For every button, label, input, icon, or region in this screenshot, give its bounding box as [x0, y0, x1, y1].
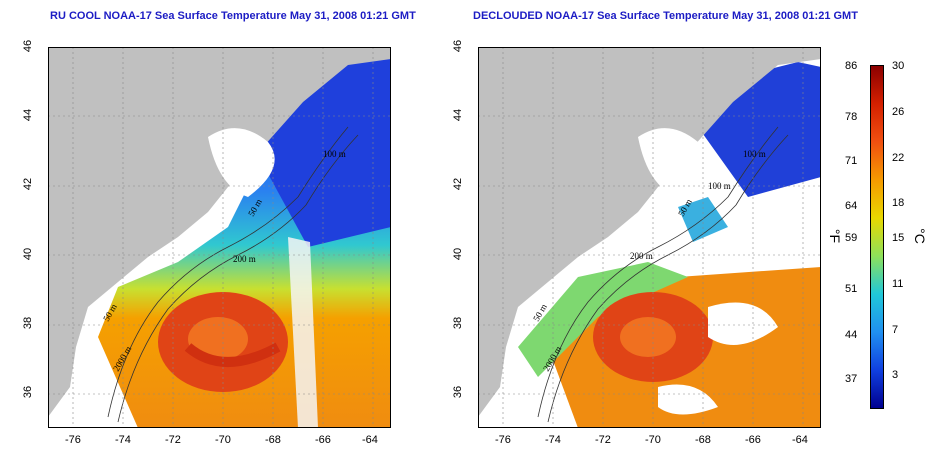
- colorbar-f-label: 78: [845, 111, 858, 123]
- colorbar-c-label: 15: [892, 232, 905, 244]
- colorbar-f-label: 71: [845, 155, 858, 167]
- colorbar-f-label: 44: [845, 329, 858, 341]
- colorbar-f-label: 51: [845, 283, 858, 295]
- right-x-tick: -70: [645, 434, 661, 446]
- right-y-tick: 44: [452, 108, 465, 122]
- colorbar-f-label: 37: [845, 373, 858, 385]
- left-y-tick: 40: [22, 247, 35, 261]
- right-sst-map[interactable]: 200 m 100 m 100 m 50 m 50 m 2000 m: [478, 47, 821, 428]
- left-contour-100: 100 m: [323, 149, 346, 159]
- colorbar-c-label: 7: [892, 324, 899, 336]
- right-y-tick: 36: [452, 385, 465, 399]
- right-land: [478, 47, 821, 417]
- left-x-tick: -68: [265, 434, 281, 446]
- right-x-tick: -76: [495, 434, 511, 446]
- right-y-tick: 40: [452, 247, 465, 261]
- colorbar-c-label: 22: [892, 152, 905, 164]
- fahrenheit-unit-label: °F: [827, 228, 844, 244]
- right-x-tick: -64: [792, 434, 808, 446]
- colorbar-f-label: 86: [845, 60, 858, 72]
- left-panel-title: RU COOL NOAA-17 Sea Surface Temperature …: [50, 10, 416, 22]
- right-contour-100a: 100 m: [743, 149, 766, 159]
- colorbar-c-label: 18: [892, 197, 905, 209]
- left-x-tick: -76: [65, 434, 81, 446]
- left-y-tick: 38: [22, 316, 35, 330]
- left-x-tick: -64: [362, 434, 378, 446]
- celsius-unit-label: °C: [911, 228, 928, 244]
- colorbar-c-label: 30: [892, 60, 905, 72]
- colorbar-f-label: 64: [845, 200, 858, 212]
- colorbar-c-label: 11: [892, 278, 904, 290]
- left-land: [48, 47, 391, 417]
- left-map-canvas: 200 m 100 m 50 m 50 m 2000 m: [48, 47, 391, 428]
- right-x-tick: -72: [595, 434, 611, 446]
- left-x-tick: -74: [115, 434, 131, 446]
- right-y-tick: 46: [452, 39, 465, 53]
- left-y-tick: 42: [22, 177, 35, 191]
- left-contour-200: 200 m: [233, 254, 256, 264]
- right-map-canvas: 200 m 100 m 100 m 50 m 50 m 2000 m: [478, 47, 821, 428]
- right-contour-200: 200 m: [630, 251, 653, 261]
- right-panel-title: DECLOUDED NOAA-17 Sea Surface Temperatur…: [473, 10, 858, 22]
- colorbar-c-label: 26: [892, 106, 905, 118]
- left-y-tick: 36: [22, 385, 35, 399]
- right-x-tick: -74: [545, 434, 561, 446]
- right-y-tick: 38: [452, 316, 465, 330]
- colorbar-f-label: 59: [845, 232, 858, 244]
- left-x-tick: -72: [165, 434, 181, 446]
- left-sst-map[interactable]: 200 m 100 m 50 m 50 m 2000 m: [48, 47, 391, 428]
- left-x-tick: -70: [215, 434, 231, 446]
- left-y-tick: 44: [22, 108, 35, 122]
- left-x-tick: -66: [315, 434, 331, 446]
- left-y-tick: 46: [22, 39, 35, 53]
- colorbar-c-label: 3: [892, 369, 899, 381]
- right-y-tick: 42: [452, 177, 465, 191]
- right-x-tick: -66: [745, 434, 761, 446]
- right-x-tick: -68: [695, 434, 711, 446]
- temperature-colorbar: [870, 65, 884, 409]
- left-cloud-strip: [288, 237, 318, 428]
